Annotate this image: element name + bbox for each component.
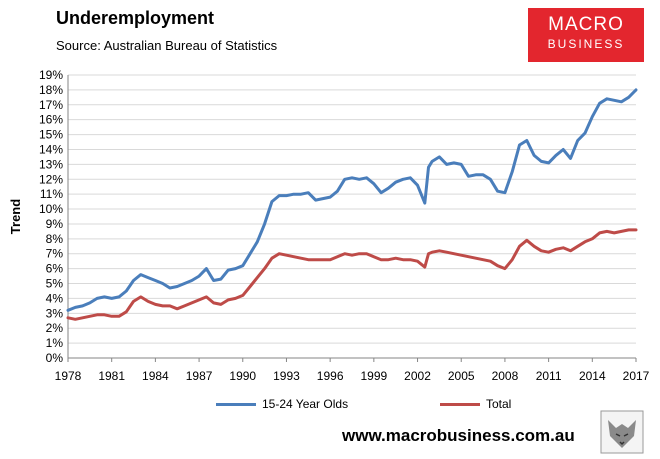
x-tick-label: 1981: [98, 369, 125, 383]
y-tick-label: 3%: [46, 306, 64, 320]
logo-line-1: MACRO: [548, 14, 624, 35]
x-tick-label: 2002: [404, 369, 431, 383]
x-tick-label: 1999: [360, 369, 387, 383]
x-tick-label: 1978: [55, 369, 82, 383]
underemployment-line-chart: 0%1%2%3%4%5%6%7%8%9%10%11%12%13%14%15%16…: [8, 68, 650, 383]
x-tick-label: 2008: [492, 369, 519, 383]
legend-label-total: Total: [486, 397, 512, 411]
x-tick-label: 1987: [186, 369, 213, 383]
legend-item-15-24: 15-24 Year Olds: [216, 397, 348, 411]
y-tick-label: 2%: [46, 321, 64, 335]
y-tick-label: 1%: [46, 336, 64, 350]
y-tick-label: 4%: [46, 291, 64, 305]
y-tick-label: 7%: [46, 247, 64, 261]
y-tick-label: 14%: [39, 142, 63, 156]
y-tick-label: 0%: [46, 351, 64, 365]
series-line-15-24: [66, 88, 638, 312]
x-axis-ticks: 1978 1981 1984 1987 1990 1993 1996 1999 2002 2005…: [55, 358, 650, 383]
y-tick-label: 12%: [39, 172, 63, 186]
x-tick-label: 1990: [229, 369, 256, 383]
series-lines: [66, 88, 638, 321]
legend-label-15-24: 15-24 Year Olds: [262, 397, 349, 411]
wolf-emblem-icon: [600, 410, 644, 454]
x-tick-label: 1996: [317, 369, 344, 383]
legend-swatch-total: [440, 402, 480, 406]
y-axis-label: Trend: [8, 199, 23, 234]
x-tick-label: 2017: [623, 369, 650, 383]
chart-source: Source: Australian Bureau of Statistics: [56, 38, 278, 53]
y-tick-label: 5%: [46, 277, 64, 291]
x-tick-label: 2014: [579, 369, 606, 383]
y-tick-label: 9%: [46, 217, 64, 231]
y-tick-label: 18%: [39, 83, 63, 97]
chart-legend: 15-24 Year Olds Total: [0, 397, 660, 417]
macrobusiness-logo: MACRO BUSINESS: [528, 8, 644, 62]
x-tick-label: 1984: [142, 369, 169, 383]
y-axis-ticks: 0%1%2%3%4%5%6%7%8%9%10%11%12%13%14%15%16…: [39, 68, 63, 365]
y-tick-label: 8%: [46, 232, 64, 246]
chart-title: Underemployment: [56, 8, 215, 28]
y-tick-label: 17%: [39, 98, 63, 112]
y-tick-label: 11%: [40, 187, 63, 201]
legend-swatch-15-24: [216, 402, 256, 406]
y-tick-label: 13%: [39, 157, 63, 171]
y-tick-label: 19%: [39, 68, 63, 82]
y-tick-label: 6%: [46, 262, 64, 276]
gridlines: [67, 74, 636, 359]
website-url: www.macrobusiness.com.au: [342, 426, 575, 445]
x-tick-label: 2011: [536, 369, 562, 383]
logo-line-2: BUSINESS: [547, 37, 625, 51]
legend-item-total: Total: [440, 397, 511, 411]
y-tick-label: 15%: [39, 128, 63, 142]
y-tick-label: 16%: [39, 113, 63, 127]
x-tick-label: 2005: [448, 369, 475, 383]
series-line-total: [66, 228, 638, 321]
y-tick-label: 10%: [39, 202, 63, 216]
x-tick-label: 1993: [273, 369, 300, 383]
